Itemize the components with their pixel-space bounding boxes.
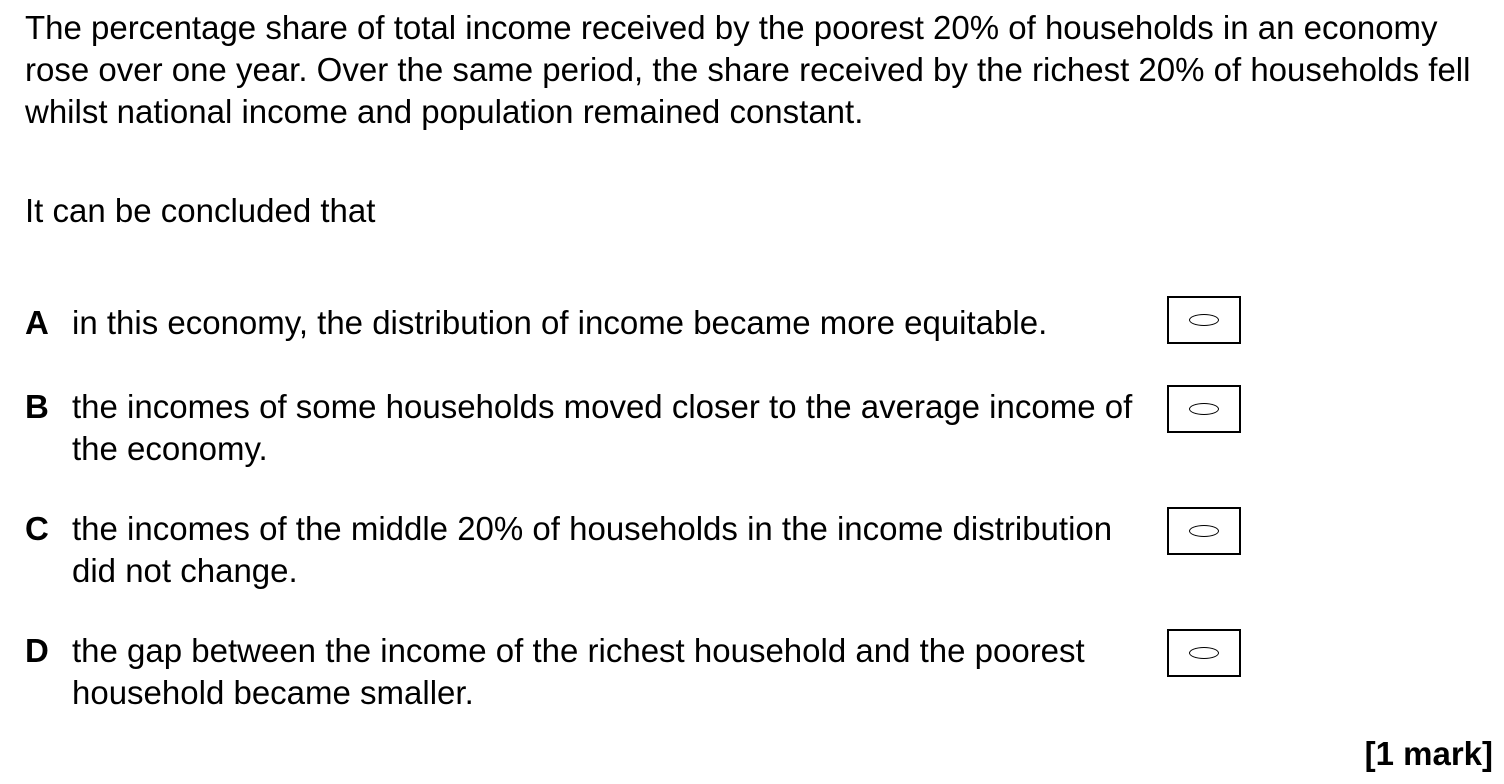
option-a-letter: A bbox=[25, 304, 49, 341]
answer-bubble-icon bbox=[1189, 314, 1219, 326]
option-c-letter: C bbox=[25, 510, 49, 547]
option-a-answer-box[interactable] bbox=[1167, 296, 1241, 344]
option-c: C the incomes of the middle 20% of house… bbox=[25, 507, 1255, 598]
option-d-answer-box[interactable] bbox=[1167, 629, 1241, 677]
answer-bubble-icon bbox=[1189, 525, 1219, 537]
question-stem: The percentage share of total income rec… bbox=[25, 9, 1471, 130]
option-d: D the gap between the income of the rich… bbox=[25, 629, 1255, 720]
question-lead-in: It can be concluded that bbox=[25, 192, 376, 229]
option-a-text: in this economy, the distribution of inc… bbox=[72, 304, 1048, 341]
option-c-text: the incomes of the middle 20% of househo… bbox=[72, 510, 1113, 589]
answer-bubble-icon bbox=[1189, 403, 1219, 415]
option-b-text: the incomes of some households moved clo… bbox=[72, 388, 1133, 467]
option-a: A in this economy, the distribution of i… bbox=[25, 296, 1255, 392]
option-d-text: the gap between the income of the riches… bbox=[72, 632, 1085, 711]
option-b-answer-box[interactable] bbox=[1167, 385, 1241, 433]
marks-label: [1 mark] bbox=[1364, 735, 1493, 772]
option-c-answer-box[interactable] bbox=[1167, 507, 1241, 555]
option-b-letter: B bbox=[25, 388, 49, 425]
answer-bubble-icon bbox=[1189, 647, 1219, 659]
option-b: B the incomes of some households moved c… bbox=[25, 385, 1255, 476]
option-d-letter: D bbox=[25, 632, 49, 669]
